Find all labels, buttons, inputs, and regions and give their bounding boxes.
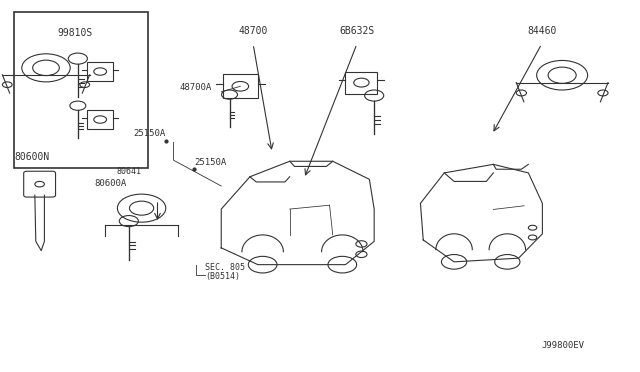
Text: 25150A: 25150A [134, 129, 166, 138]
Bar [346, 71, 378, 94]
Text: 48700: 48700 [239, 26, 268, 36]
Bar [223, 74, 258, 98]
Text: 48700A: 48700A [180, 83, 212, 92]
Text: J99800EV: J99800EV [541, 341, 584, 350]
Text: 80641: 80641 [116, 167, 141, 176]
Bar [88, 110, 113, 129]
Text: 80600A: 80600A [95, 179, 127, 188]
Text: 84460: 84460 [527, 26, 556, 36]
Text: 25150A: 25150A [194, 158, 226, 167]
Bar [88, 62, 113, 81]
Bar [14, 13, 148, 167]
Text: (B0514): (B0514) [205, 272, 240, 281]
Text: 99810S: 99810S [57, 28, 92, 38]
Text: SEC. 805: SEC. 805 [205, 263, 245, 272]
Text: 80600N: 80600N [14, 152, 50, 162]
Text: 6B632S: 6B632S [339, 26, 374, 36]
